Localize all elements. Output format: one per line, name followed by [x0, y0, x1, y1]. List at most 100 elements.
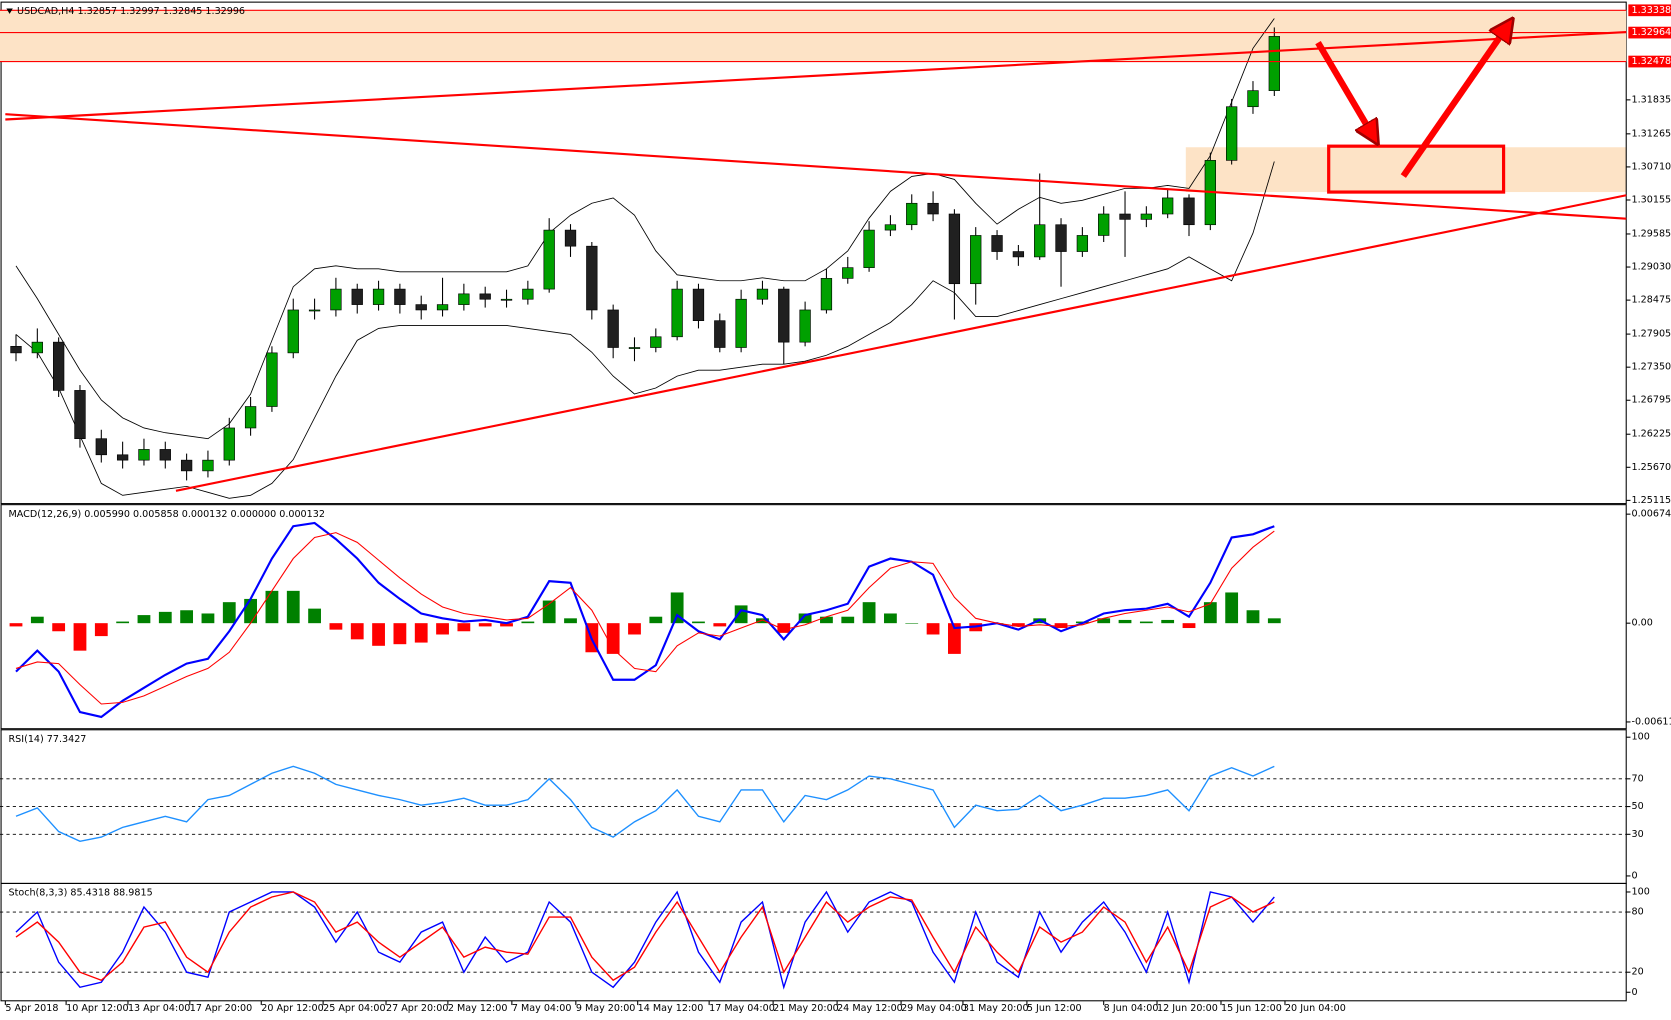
macd-histogram	[521, 621, 535, 624]
candle-body	[1076, 235, 1089, 252]
y-tick-label: 1.26795	[1632, 395, 1671, 406]
macd-histogram	[756, 618, 769, 624]
candle-body	[180, 459, 193, 472]
macd-histogram	[52, 623, 66, 632]
panel-frame	[0, 504, 1627, 730]
macd-histogram	[606, 623, 620, 654]
x-tick-label: 17 Apr 20:00	[190, 1003, 252, 1014]
candle-body	[1183, 197, 1195, 226]
y-tick-label: 0	[1632, 870, 1638, 881]
candle-body	[159, 449, 171, 461]
candle-body	[692, 288, 705, 322]
arrow-down	[1315, 41, 1373, 137]
candle-body	[906, 202, 918, 226]
candle-body	[372, 288, 385, 305]
level-label-bg	[1628, 26, 1671, 39]
macd-histogram	[478, 623, 492, 627]
annotations	[5, 26, 1627, 492]
candle-body	[308, 309, 321, 312]
candle-body	[735, 298, 747, 348]
x-tick-label: 10 Apr 12:00	[66, 1003, 128, 1014]
x-tick-label: 27 Apr 20:00	[386, 1003, 448, 1014]
macd-histogram	[329, 623, 343, 630]
macd-histogram	[1225, 592, 1239, 624]
level-label: 1.32964	[1632, 27, 1671, 38]
macd-histogram	[734, 605, 748, 624]
y-tick-label: 0	[1632, 987, 1638, 998]
candle-body	[842, 267, 854, 279]
y-tick-label: 1.27905	[1632, 329, 1671, 340]
y-tick-label: 1.31265	[1632, 128, 1671, 139]
trendline	[175, 194, 1627, 492]
candle-body	[607, 309, 619, 348]
indicator-line	[15, 891, 1275, 982]
macd-histogram	[1054, 623, 1068, 629]
x-tick-label: 20 Jun 04:00	[1285, 1003, 1346, 1014]
macd-histogram	[265, 590, 279, 624]
level-label-bg	[1628, 4, 1671, 17]
macd-histogram	[713, 623, 727, 627]
candle-body	[714, 320, 726, 348]
candle-body	[1226, 106, 1238, 161]
macd-histogram	[777, 623, 791, 633]
candle-body	[1247, 90, 1259, 108]
level-label-bg	[1628, 55, 1671, 68]
candle-body	[564, 229, 577, 247]
macd-histogram	[1267, 618, 1281, 624]
x-tick-label: 2 May 12:00	[448, 1003, 508, 1014]
candle-body	[266, 352, 278, 407]
y-tick-label: 1.25670	[1632, 462, 1671, 473]
candle-body	[820, 278, 833, 311]
macd-histogram	[905, 623, 919, 624]
x-tick-label: 13 Apr 04:00	[128, 1003, 190, 1014]
y-tick-label: 1.26225	[1632, 429, 1671, 440]
candle-body	[650, 336, 662, 348]
panel-frame	[0, 882, 1627, 1002]
x-tick-label: 5 Jun 12:00	[1027, 1003, 1082, 1014]
x-tick-label: 25 Apr 04:00	[323, 1003, 385, 1014]
candle-body	[1162, 197, 1174, 215]
macd-histogram	[1203, 602, 1217, 624]
candle-body	[458, 293, 470, 305]
arrow-up	[1400, 26, 1508, 178]
macd-histogram	[628, 623, 641, 635]
candle-body	[927, 202, 939, 215]
macd-histogram	[798, 613, 812, 624]
candle-body	[1098, 213, 1110, 236]
candle-body	[500, 298, 513, 301]
candle-body	[543, 229, 555, 290]
x-tick-label: 24 May 12:00	[837, 1003, 903, 1014]
macd-histogram	[244, 598, 257, 624]
x-tick-label: 17 May 04:00	[709, 1003, 775, 1014]
x-tick-label: 20 Apr 12:00	[261, 1003, 323, 1014]
candle-body	[778, 288, 790, 343]
trendline	[5, 113, 1627, 220]
x-tick-label: 31 May 20:00	[963, 1003, 1029, 1014]
trendline	[5, 30, 1627, 121]
macd-histogram	[286, 590, 300, 624]
macd-histogram	[649, 616, 663, 624]
macd-histogram	[350, 623, 364, 640]
candle-body	[330, 288, 342, 311]
macd-histogram	[564, 618, 577, 624]
y-tick-label: 1.29585	[1632, 228, 1671, 239]
macd-histogram	[948, 623, 961, 654]
indicator-line	[15, 765, 1275, 842]
macd-histogram	[180, 610, 194, 624]
y-tick-label: 0.00	[1632, 618, 1653, 629]
macd-histogram	[308, 608, 321, 624]
bollinger-band	[15, 161, 1275, 499]
macd-histogram	[116, 621, 130, 624]
panel-title: RSI(14) 77.3427	[9, 734, 87, 745]
candle-body	[799, 309, 811, 343]
macd-histogram	[457, 623, 471, 632]
x-tick-label: 12 Jun 20:00	[1157, 1003, 1218, 1014]
y-tick-label: 1.27350	[1632, 362, 1671, 373]
macd-histogram	[1097, 618, 1111, 624]
macd-histogram	[862, 602, 876, 624]
macd-histogram	[1118, 619, 1132, 624]
y-tick-label: 1.31835	[1632, 94, 1671, 105]
macd-histogram	[222, 602, 236, 624]
